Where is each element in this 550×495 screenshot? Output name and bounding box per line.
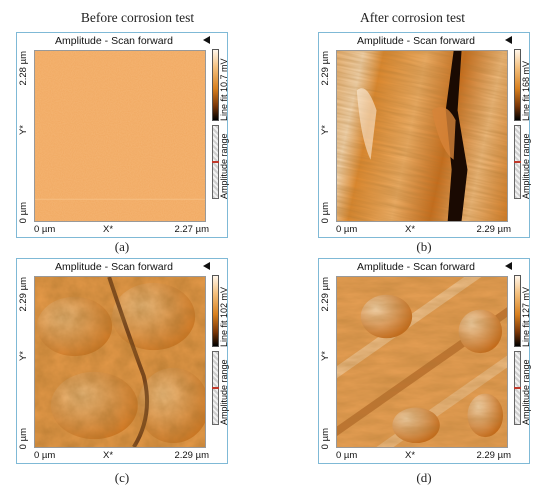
caption-c: (c) [114,470,130,485]
header-before: Before corrosion test [80,10,195,25]
afm-panel-d: Amplitude - Scan forward 2.29 µm Y* 0 µm [318,258,531,464]
y-tick-top: 2.28 µm [18,51,29,86]
x-axis: 0 µm X* 2.29 µm [31,449,209,463]
scan-arrow-icon [203,36,210,44]
afm-image [336,50,508,222]
y-axis-label: Y* [320,125,331,136]
y-tick-top: 2.29 µm [18,277,29,312]
caption-a: (a) [114,239,130,254]
amplitude-range-label: Amplitude range [521,133,531,199]
y-tick-bottom: 0 µm [320,201,331,223]
caption-b: (b) [416,239,432,254]
x-tick-right: 2.29 µm [174,450,209,461]
scan-arrow-icon [203,262,210,270]
colorbar-label: Line fit 102 mV [219,286,229,347]
afm-image [34,276,206,448]
colorbar-label: Line fit 127 mV [521,286,531,347]
y-axis: 2.29 µm Y* 0 µm [319,273,335,451]
afm-image [336,276,508,448]
amplitude-range-label: Amplitude range [219,133,229,199]
x-axis: 0 µm X* 2.29 µm [333,449,511,463]
amplitude-range-label: Amplitude range [219,359,229,425]
x-tick-right: 2.27 µm [174,224,209,235]
x-axis: 0 µm X* 2.29 µm [333,223,511,237]
x-axis-label: X* [103,450,114,461]
y-axis: 2.28 µm Y* 0 µm [17,47,33,225]
y-tick-top: 2.29 µm [320,277,331,312]
panel-title: Amplitude - Scan forward [55,261,173,273]
colorbar [212,49,219,121]
scan-arrow-icon [505,36,512,44]
colorbar [514,275,521,347]
panel-title: Amplitude - Scan forward [357,35,475,47]
x-axis-label: X* [405,224,416,235]
y-axis: 2.29 µm Y* 0 µm [319,47,335,225]
y-axis-label: Y* [320,351,331,362]
x-tick-right: 2.29 µm [476,450,511,461]
x-tick-left: 0 µm [34,224,56,235]
amplitude-range-slider[interactable] [212,125,219,199]
colorbar-label: Line fit 168 mV [521,60,531,121]
x-tick-left: 0 µm [336,224,358,235]
scan-arrow-icon [505,262,512,270]
x-tick-right: 2.29 µm [476,224,511,235]
y-tick-top: 2.29 µm [320,51,331,86]
y-axis-label: Y* [18,125,29,136]
afm-panel-a: Amplitude - Scan forward 2.28 µm Y* 0 µm… [16,32,229,238]
header-after: After corrosion test [360,10,465,25]
colorbar-label: Line fit 10.7 mV [219,58,229,121]
caption-d: (d) [416,470,432,485]
afm-image [34,50,206,222]
afm-panel-c: Amplitude - Scan forward 2.29 µm Y* 0 µm [16,258,229,464]
y-tick-bottom: 0 µm [320,427,331,449]
panel-title: Amplitude - Scan forward [55,35,173,47]
amplitude-range-label: Amplitude range [521,359,531,425]
x-tick-left: 0 µm [336,450,358,461]
x-axis-label: X* [405,450,416,461]
amplitude-range-slider[interactable] [514,351,521,425]
colorbar [514,49,521,121]
y-axis: 2.29 µm Y* 0 µm [17,273,33,451]
x-axis: 0 µm X* 2.27 µm [31,223,209,237]
amplitude-range-slider[interactable] [514,125,521,199]
y-tick-bottom: 0 µm [18,201,29,223]
panel-title: Amplitude - Scan forward [357,261,475,273]
x-tick-left: 0 µm [34,450,56,461]
x-axis-label: X* [103,224,114,235]
amplitude-range-slider[interactable] [212,351,219,425]
y-tick-bottom: 0 µm [18,427,29,449]
y-axis-label: Y* [18,351,29,362]
afm-panel-b: Amplitude - Scan forward 2.29 µm Y* 0 µm [318,32,531,238]
colorbar [212,275,219,347]
